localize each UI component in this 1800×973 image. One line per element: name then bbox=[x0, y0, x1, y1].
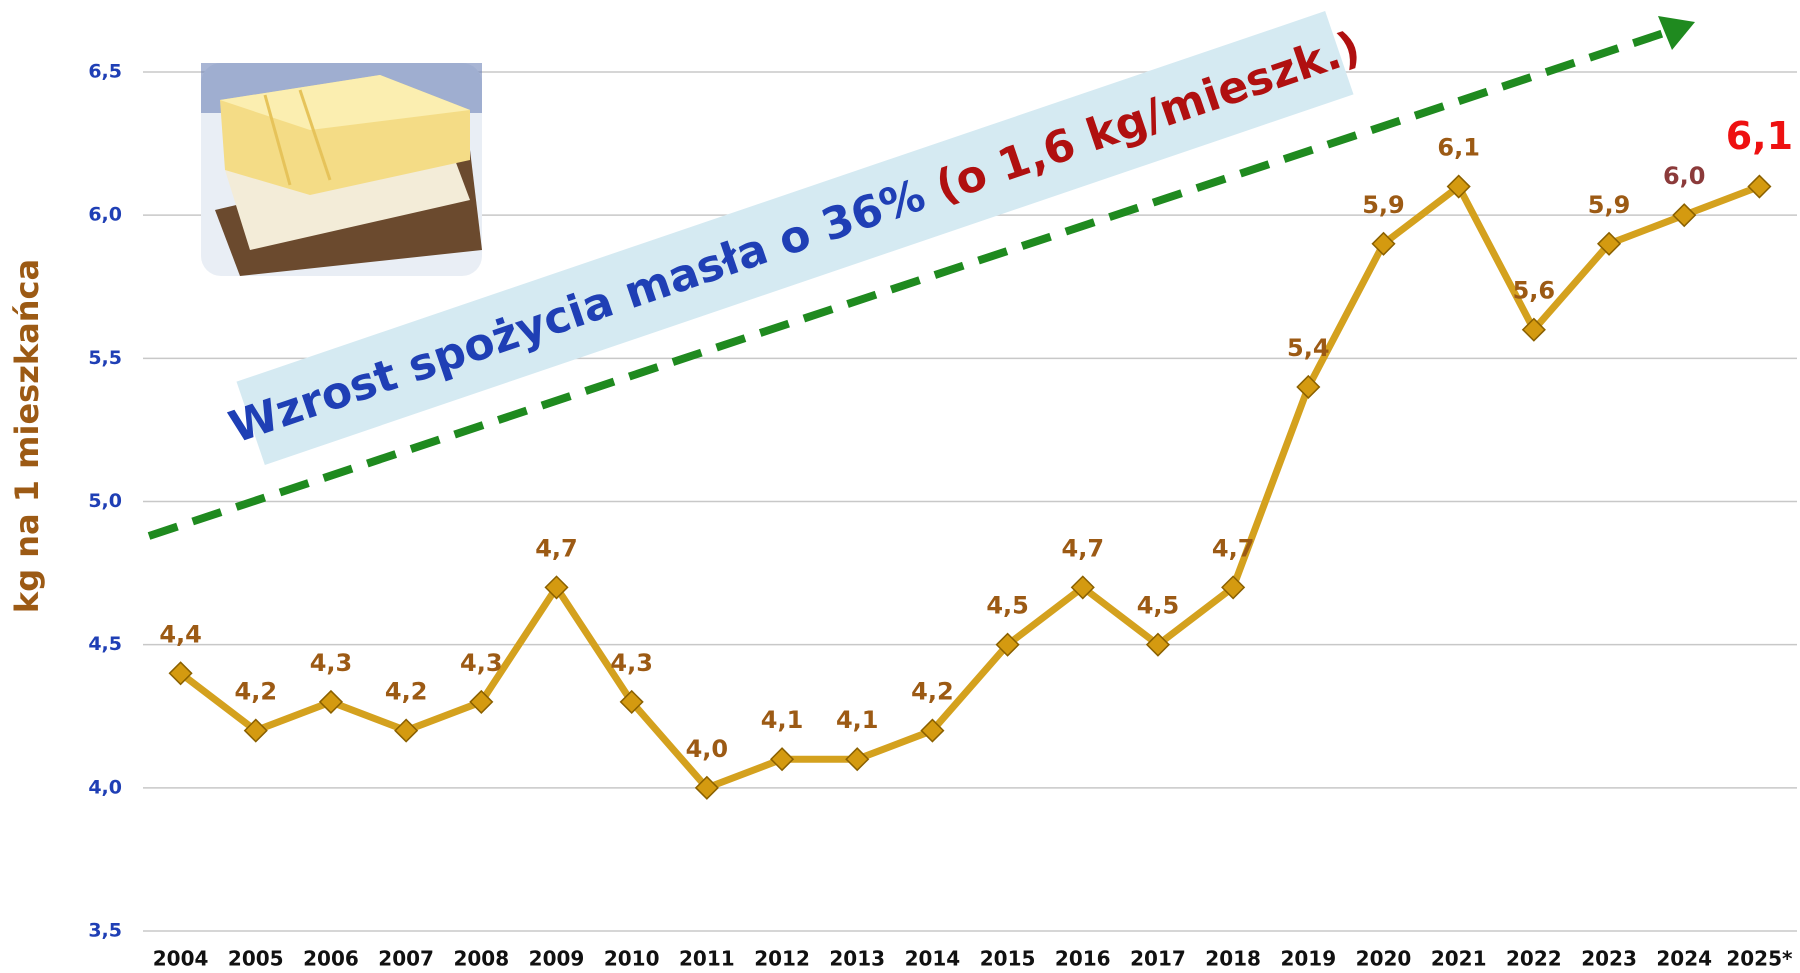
x-tick-label: 2015 bbox=[980, 947, 1036, 971]
x-tick-label: 2013 bbox=[829, 947, 885, 971]
value-label: 4,0 bbox=[686, 735, 729, 763]
value-label: 5,4 bbox=[1287, 334, 1330, 362]
value-label: 5,9 bbox=[1588, 191, 1631, 219]
x-tick-label: 2006 bbox=[303, 947, 359, 971]
data-point bbox=[395, 720, 417, 742]
value-label: 5,6 bbox=[1513, 277, 1556, 305]
x-tick-label: 2010 bbox=[604, 947, 660, 971]
data-point bbox=[1748, 176, 1770, 198]
x-tick-label: 2021 bbox=[1431, 947, 1487, 971]
value-label: 6,0 bbox=[1663, 162, 1706, 190]
value-label: 4,2 bbox=[911, 678, 954, 706]
value-label: 6,1 bbox=[1437, 134, 1480, 162]
value-label: 6,1 bbox=[1726, 114, 1793, 158]
y-tick-label: 4,0 bbox=[88, 776, 122, 798]
y-axis-title: kg na 1 mieszkańca bbox=[8, 259, 46, 613]
y-tick-label: 3,5 bbox=[88, 920, 122, 942]
butter-image bbox=[201, 63, 482, 276]
data-point bbox=[320, 691, 342, 713]
x-tick-label: 2019 bbox=[1280, 947, 1336, 971]
x-tick-label: 2020 bbox=[1356, 947, 1412, 971]
value-label: 4,4 bbox=[159, 620, 202, 648]
chart: Wzrost spożycia masła o 36% (o 1,6 kg/mi… bbox=[0, 0, 1800, 973]
value-label: 4,2 bbox=[235, 678, 278, 706]
x-tick-label: 2025* bbox=[1726, 947, 1793, 971]
value-label: 4,3 bbox=[610, 649, 653, 677]
value-label: 5,9 bbox=[1362, 191, 1405, 219]
value-label: 4,3 bbox=[460, 649, 503, 677]
value-label: 4,3 bbox=[310, 649, 353, 677]
y-tick-label: 6,5 bbox=[88, 61, 122, 83]
x-tick-label: 2007 bbox=[378, 947, 434, 971]
x-tick-label: 2011 bbox=[679, 947, 735, 971]
y-tick-label: 5,0 bbox=[88, 490, 122, 512]
data-point bbox=[1673, 204, 1695, 226]
y-tick-label: 5,5 bbox=[88, 347, 122, 369]
x-tick-label: 2017 bbox=[1130, 947, 1186, 971]
value-label: 4,7 bbox=[1062, 534, 1105, 562]
x-tick-label: 2005 bbox=[228, 947, 284, 971]
x-tick-label: 2023 bbox=[1581, 947, 1637, 971]
x-tick-label: 2008 bbox=[453, 947, 509, 971]
x-tick-label: 2018 bbox=[1205, 947, 1261, 971]
value-label: 4,5 bbox=[986, 592, 1029, 620]
annotation-detail: (o 1,6 kg/mieszk.) bbox=[929, 22, 1366, 213]
value-label: 4,1 bbox=[761, 706, 804, 734]
x-tick-label: 2004 bbox=[153, 947, 209, 971]
value-label: 4,1 bbox=[836, 706, 879, 734]
x-tick-label: 2016 bbox=[1055, 947, 1111, 971]
data-point bbox=[771, 748, 793, 770]
y-tick-label: 4,5 bbox=[88, 633, 122, 655]
x-tick-label: 2022 bbox=[1506, 947, 1562, 971]
value-label: 4,5 bbox=[1137, 592, 1180, 620]
value-label: 4,7 bbox=[1212, 534, 1255, 562]
x-tick-label: 2024 bbox=[1656, 947, 1712, 971]
y-tick-label: 6,0 bbox=[88, 204, 122, 226]
x-tick-label: 2012 bbox=[754, 947, 810, 971]
value-label: 4,7 bbox=[535, 534, 578, 562]
data-point bbox=[846, 748, 868, 770]
x-tick-label: 2009 bbox=[529, 947, 585, 971]
x-tick-label: 2014 bbox=[905, 947, 961, 971]
value-label: 4,2 bbox=[385, 678, 428, 706]
